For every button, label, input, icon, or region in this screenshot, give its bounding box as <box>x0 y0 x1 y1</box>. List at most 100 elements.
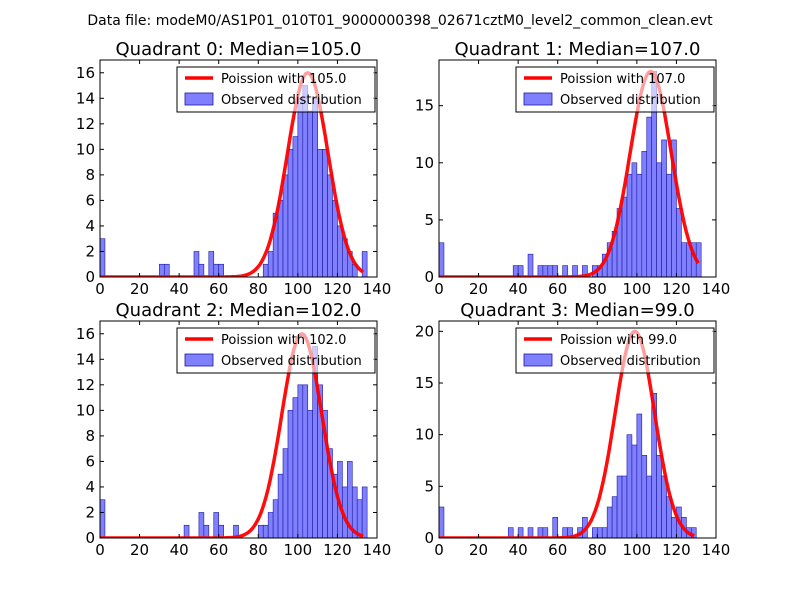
subplot-quadrant-0: 0 20 40 60 80 100 120 140 0 2 4 6 8 10 12 14 16 Quadrant … <box>76 39 391 298</box>
histogram-bar <box>636 173 643 277</box>
figure-suptitle: Data file: modeM0/AS1P01_010T01_90000003… <box>87 13 713 29</box>
histogram-bar <box>626 173 633 277</box>
histogram-bar <box>297 97 304 277</box>
y-tick-label: 5 <box>424 211 434 229</box>
x-tick-label: 60 <box>548 541 567 559</box>
y-tick-label: 4 <box>85 217 95 235</box>
y-tick-label: 20 <box>415 322 434 340</box>
axes-frame <box>438 320 717 539</box>
histogram-bar <box>317 149 323 277</box>
x-tick-label: 80 <box>588 280 607 298</box>
y-tick-label: 0 <box>85 268 95 286</box>
histogram-bar <box>517 265 524 277</box>
histogram-bar <box>262 263 269 277</box>
histogram-bar <box>666 173 672 277</box>
histogram-bar <box>312 97 318 277</box>
histogram-bar <box>100 238 106 277</box>
subplot-quadrant-3: 0 20 40 60 80 100 120 140 0 5 10 15 20 Quadrant 3: Me… <box>415 300 730 559</box>
histogram-bar <box>257 524 264 538</box>
axes-frame <box>438 59 717 278</box>
x-tick-label: 120 <box>323 541 352 559</box>
histogram-bar <box>267 512 274 538</box>
x-tick-label: 0 <box>434 280 444 298</box>
legend-observed-label: Observed distribution <box>221 354 362 369</box>
histogram-bar <box>641 151 648 277</box>
y-tick-label: 10 <box>76 140 95 158</box>
y-tick-label: 10 <box>76 401 95 419</box>
x-tick-label: 40 <box>509 280 528 298</box>
histogram-bar <box>656 455 662 538</box>
histogram-bar <box>542 527 549 538</box>
legend: Poission with 105.0 Observed distribution <box>176 66 376 113</box>
histogram-bar <box>626 434 633 538</box>
histogram-bar <box>671 517 677 538</box>
histogram-bar <box>267 251 274 277</box>
histogram-bar <box>621 196 628 277</box>
histogram-bar <box>592 527 598 538</box>
histogram-bar <box>218 263 224 277</box>
histogram-bar <box>193 251 200 277</box>
y-tick-label: 0 <box>424 268 434 286</box>
histogram-bar <box>527 253 534 277</box>
histogram-bar <box>272 499 279 538</box>
histogram-bars <box>100 346 368 538</box>
legend-poisson-label: Poission with 105.0 <box>221 72 346 87</box>
histogram-bar <box>164 263 170 277</box>
histogram-bar <box>292 136 299 277</box>
x-tick-label: 60 <box>209 280 228 298</box>
histogram-bar <box>646 116 652 277</box>
legend-poisson-label: Poission with 99.0 <box>560 333 677 348</box>
histogram-bar <box>307 110 313 277</box>
y-tick-label: 6 <box>85 191 95 209</box>
histogram-bar <box>218 524 224 538</box>
y-tick-label: 14 <box>76 350 95 368</box>
histogram-bar <box>292 397 299 538</box>
x-tick-label: 60 <box>548 280 567 298</box>
y-tick-label: 15 <box>415 97 434 115</box>
x-tick-label: 0 <box>434 541 444 559</box>
y-tick-label: 16 <box>76 64 95 82</box>
x-tick-label: 20 <box>469 280 488 298</box>
x-tick-label: 80 <box>249 541 268 559</box>
y-tick-label: 14 <box>76 89 95 107</box>
subplot-quadrant-1: 0 20 40 60 80 100 120 140 0 5 10 15 Quadrant 1: Medi… <box>415 39 730 298</box>
histogram-bar <box>439 242 445 277</box>
x-tick-label: 100 <box>284 280 313 298</box>
x-tick-label: 100 <box>284 541 313 559</box>
histogram-bar <box>601 527 608 538</box>
legend-bar-swatch <box>184 353 214 367</box>
y-tick-label: 10 <box>415 426 434 444</box>
histogram-bar <box>641 455 648 538</box>
histogram-bar <box>327 174 333 277</box>
histogram-bar <box>337 225 343 277</box>
histogram-bar <box>517 527 524 538</box>
x-tick-label: 40 <box>170 541 189 559</box>
legend-observed-label: Observed distribution <box>560 93 701 108</box>
x-tick-label: 40 <box>170 280 189 298</box>
histogram-bar <box>213 512 220 538</box>
histogram-bar <box>183 524 190 538</box>
y-tick-label: 10 <box>415 154 434 172</box>
histogram-bar <box>198 512 205 538</box>
legend: Poission with 107.0 Observed distribution <box>515 66 715 113</box>
y-tick-label: 15 <box>415 374 434 392</box>
histogram-bar <box>552 265 559 277</box>
histogram-bar <box>439 506 445 538</box>
legend-box <box>515 66 715 113</box>
legend: Poission with 102.0 Observed distribution <box>176 327 376 374</box>
histogram-bar <box>302 384 309 538</box>
x-tick-label: 0 <box>95 541 105 559</box>
histogram-bar <box>656 162 662 277</box>
histogram-bar <box>302 85 309 277</box>
x-tick-label: 0 <box>95 280 105 298</box>
histogram-bar <box>203 524 210 538</box>
histogram-bar <box>681 242 687 277</box>
histogram-bar <box>307 410 313 538</box>
histogram-bar <box>282 174 289 277</box>
histogram-bar <box>646 475 652 538</box>
x-tick-label: 100 <box>623 541 652 559</box>
histogram-bar <box>277 473 284 538</box>
legend-observed-label: Observed distribution <box>560 354 701 369</box>
histogram-bar <box>100 499 106 538</box>
histogram-bar <box>567 527 573 538</box>
